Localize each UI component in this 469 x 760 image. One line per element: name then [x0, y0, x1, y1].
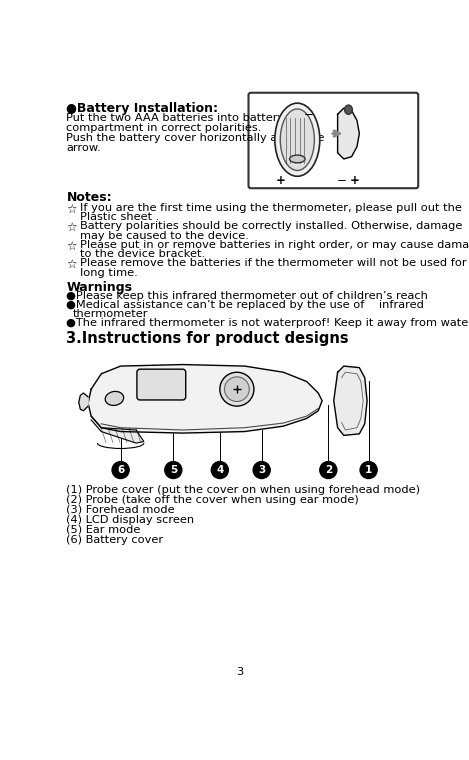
Polygon shape: [91, 416, 144, 443]
Text: ●Battery Installation:: ●Battery Installation:: [67, 102, 219, 115]
Ellipse shape: [275, 103, 320, 176]
Text: +: +: [350, 174, 360, 188]
Circle shape: [253, 461, 270, 479]
Ellipse shape: [280, 109, 314, 170]
Text: 4: 4: [216, 465, 224, 475]
Text: Warnings: Warnings: [67, 280, 132, 293]
Text: −: −: [304, 108, 314, 121]
Text: Notes:: Notes:: [67, 192, 112, 204]
Text: thermometer: thermometer: [73, 309, 148, 319]
Polygon shape: [334, 366, 367, 435]
Circle shape: [212, 461, 228, 479]
Text: 3: 3: [258, 465, 265, 475]
Ellipse shape: [345, 105, 352, 114]
Text: 6: 6: [117, 465, 124, 475]
Polygon shape: [79, 393, 88, 410]
Text: ☆: ☆: [66, 258, 76, 271]
Circle shape: [225, 377, 250, 401]
Text: ☆: ☆: [66, 221, 76, 234]
Polygon shape: [88, 365, 322, 433]
Text: 5: 5: [170, 465, 177, 475]
Text: Push the battery cover horizontally along the: Push the battery cover horizontally alon…: [67, 133, 325, 143]
Text: long time.: long time.: [80, 268, 138, 277]
FancyBboxPatch shape: [137, 369, 186, 400]
Ellipse shape: [105, 391, 124, 405]
Circle shape: [320, 461, 337, 479]
Text: ●Please keep this infrared thermometer out of children’s reach: ●Please keep this infrared thermometer o…: [67, 290, 428, 301]
Text: ☆: ☆: [66, 240, 76, 253]
Text: (2) Probe (take off the cover when using ear mode): (2) Probe (take off the cover when using…: [67, 495, 359, 505]
Text: arrow.: arrow.: [67, 143, 101, 153]
Text: Please remove the batteries if the thermometer will not be used for a: Please remove the batteries if the therm…: [80, 258, 469, 268]
Text: +: +: [275, 174, 285, 188]
Text: (1) Probe cover (put the cover on when using forehead mode): (1) Probe cover (put the cover on when u…: [67, 485, 420, 495]
Text: ☆: ☆: [66, 203, 76, 216]
Circle shape: [165, 461, 182, 479]
Circle shape: [360, 461, 377, 479]
Text: (3) Forehead mode: (3) Forehead mode: [67, 505, 175, 515]
Text: Please put in or remove batteries in right order, or may cause damage: Please put in or remove batteries in rig…: [80, 240, 469, 250]
Text: If you are the first time using the thermometer, please pull out the: If you are the first time using the ther…: [80, 203, 462, 213]
Text: ●The infrared thermometer is not waterproof! Keep it away from water.: ●The infrared thermometer is not waterpr…: [67, 318, 469, 328]
Text: may be caused to the device.: may be caused to the device.: [80, 230, 249, 241]
Text: 3: 3: [236, 667, 243, 677]
Text: (6) Battery cover: (6) Battery cover: [67, 535, 164, 545]
Text: to the device bracket.: to the device bracket.: [80, 249, 205, 259]
Text: ●Medical assistance can’t be replaced by the use of    infrared: ●Medical assistance can’t be replaced by…: [67, 300, 424, 310]
Circle shape: [112, 461, 129, 479]
Text: compartment in correct polarities.: compartment in correct polarities.: [67, 123, 262, 133]
Polygon shape: [338, 108, 359, 159]
Text: 1: 1: [365, 465, 372, 475]
Circle shape: [220, 372, 254, 406]
Text: 3.Instructions for product designs: 3.Instructions for product designs: [67, 331, 349, 347]
Text: Plastic sheet .: Plastic sheet .: [80, 212, 160, 222]
Text: 2: 2: [325, 465, 332, 475]
Text: (4) LCD display screen: (4) LCD display screen: [67, 515, 195, 524]
Text: (5) Ear mode: (5) Ear mode: [67, 524, 141, 535]
FancyBboxPatch shape: [249, 93, 418, 188]
Ellipse shape: [289, 155, 305, 163]
Text: Put the two AAA batteries into battery: Put the two AAA batteries into battery: [67, 112, 285, 123]
Text: Battery polarities should be correctly installed. Otherwise, damage: Battery polarities should be correctly i…: [80, 221, 463, 231]
Text: −: −: [337, 174, 347, 188]
